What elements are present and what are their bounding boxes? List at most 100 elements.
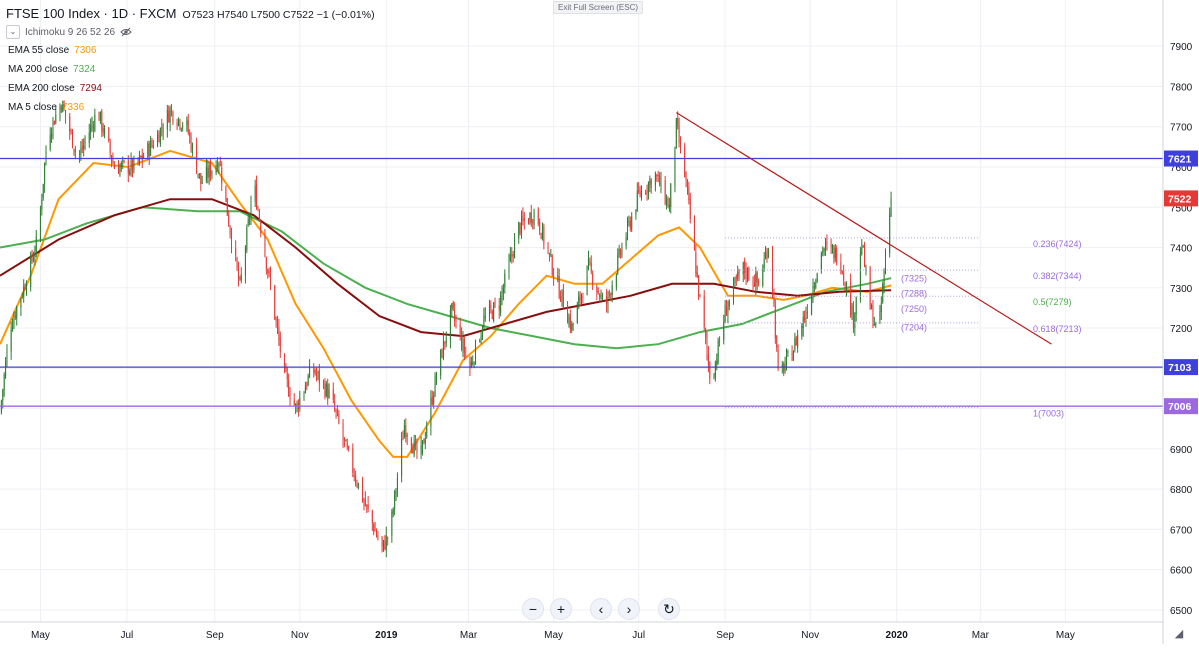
price-badge-label: 7006 xyxy=(1168,401,1192,413)
candle-down xyxy=(864,245,866,267)
chevron-down-icon[interactable]: ⌄ xyxy=(6,25,20,39)
candle-down xyxy=(53,121,55,125)
exit-fullscreen-button[interactable]: Exit Full Screen (ESC) xyxy=(553,1,644,14)
time-tick-label: Jul xyxy=(632,630,645,641)
candle-up xyxy=(10,329,12,352)
candle-up xyxy=(518,222,520,239)
settings-corner-icon[interactable]: ◢ xyxy=(1174,628,1184,640)
candle-down xyxy=(688,186,690,200)
candle-down xyxy=(840,261,842,271)
zoom-in-icon[interactable]: + xyxy=(550,598,572,620)
candle-up xyxy=(781,364,783,368)
candle-up xyxy=(576,304,578,324)
candle-down xyxy=(286,372,288,380)
candle-down xyxy=(678,126,680,143)
candle-down xyxy=(494,302,496,304)
legend-ma200[interactable]: MA 200 close 7324 xyxy=(8,64,95,75)
scroll-right-icon[interactable]: › xyxy=(618,598,640,620)
candle-up xyxy=(480,335,482,340)
candle-down xyxy=(519,223,521,234)
candle-up xyxy=(307,375,309,385)
candle-up xyxy=(670,183,672,207)
candle-up xyxy=(133,158,135,171)
candle-down xyxy=(656,174,658,176)
candle-down xyxy=(332,389,334,400)
candle-down xyxy=(189,133,191,136)
candle-up xyxy=(6,349,8,364)
candle-down xyxy=(592,273,594,286)
ma-line-ema-55-close xyxy=(0,149,892,458)
price-badge xyxy=(1164,190,1198,207)
candle-up xyxy=(244,247,246,276)
candle-up xyxy=(797,335,799,348)
candle-down xyxy=(705,328,707,338)
candle-down xyxy=(14,315,16,318)
reset-icon[interactable]: ↻ xyxy=(658,598,680,620)
candle-up xyxy=(357,482,359,488)
zoom-out-icon[interactable]: − xyxy=(522,598,544,620)
candle-down xyxy=(703,295,705,328)
eye-off-icon[interactable] xyxy=(120,27,132,37)
candle-up xyxy=(649,180,651,185)
fib-label: 0.5(7279) xyxy=(1033,297,1072,307)
candle-up xyxy=(143,156,145,159)
candle-down xyxy=(118,167,120,174)
candle-down xyxy=(667,198,669,208)
candle-up xyxy=(811,295,813,315)
candle-down xyxy=(336,412,338,414)
candle-down xyxy=(69,115,71,132)
candle-up xyxy=(561,289,563,300)
candle-down xyxy=(406,434,408,437)
horizontal-levels: 0.236(7424) 0.382(7344) 0.5(7279) 0.618(721… xyxy=(0,157,1163,418)
legend-ema55[interactable]: EMA 55 close 7306 xyxy=(8,45,96,56)
candle-down xyxy=(348,446,350,449)
candle-up xyxy=(557,275,559,277)
candle-down xyxy=(459,324,461,334)
candle-up xyxy=(473,362,475,364)
candle-up xyxy=(714,362,716,378)
candle-up xyxy=(442,339,444,359)
ichimoku-legend[interactable]: ⌄ Ichimoku 9 26 52 26 xyxy=(6,25,132,39)
candle-down xyxy=(288,380,290,396)
candle-down xyxy=(171,109,173,111)
candle-up xyxy=(401,439,403,476)
candle-down xyxy=(72,129,74,148)
candle-down xyxy=(158,134,160,143)
price-tick-label: 6700 xyxy=(1170,525,1193,536)
candle-up xyxy=(660,178,662,189)
candle-up xyxy=(197,173,199,175)
time-tick-label: Jul xyxy=(120,630,133,641)
candle-down xyxy=(596,286,598,293)
candle-down xyxy=(225,185,227,201)
candle-up xyxy=(422,440,424,448)
candle-down xyxy=(657,175,659,177)
trendline-group xyxy=(676,112,1052,345)
candle-up xyxy=(403,425,405,438)
price-tick-label: 7600 xyxy=(1170,163,1193,174)
legend-ma5[interactable]: MA 5 close 7336 xyxy=(8,102,84,113)
ma-line-ma-200-close xyxy=(0,206,892,350)
candle-down xyxy=(463,339,465,353)
candle-down xyxy=(843,273,845,281)
candle-up xyxy=(615,274,617,288)
candle-down xyxy=(833,245,835,260)
candle-up xyxy=(299,397,301,409)
candle-up xyxy=(600,294,602,298)
legend-ema200[interactable]: EMA 200 close 7294 xyxy=(8,83,102,94)
candle-down xyxy=(756,271,758,283)
scroll-left-icon[interactable]: ‹ xyxy=(590,598,612,620)
candle-up xyxy=(713,378,715,380)
grid xyxy=(0,0,1163,622)
candle-up xyxy=(180,128,182,130)
candle-down xyxy=(355,476,357,482)
time-tick-label: Sep xyxy=(206,630,224,641)
candle-down xyxy=(314,369,316,374)
candle-up xyxy=(812,285,814,297)
legend-ma5-value: 7336 xyxy=(61,102,85,113)
candle-down xyxy=(753,282,755,287)
candle-up xyxy=(20,298,22,308)
candle-down xyxy=(569,315,571,330)
candle-down xyxy=(830,244,832,247)
fib-small-label: (7204) xyxy=(901,322,927,332)
